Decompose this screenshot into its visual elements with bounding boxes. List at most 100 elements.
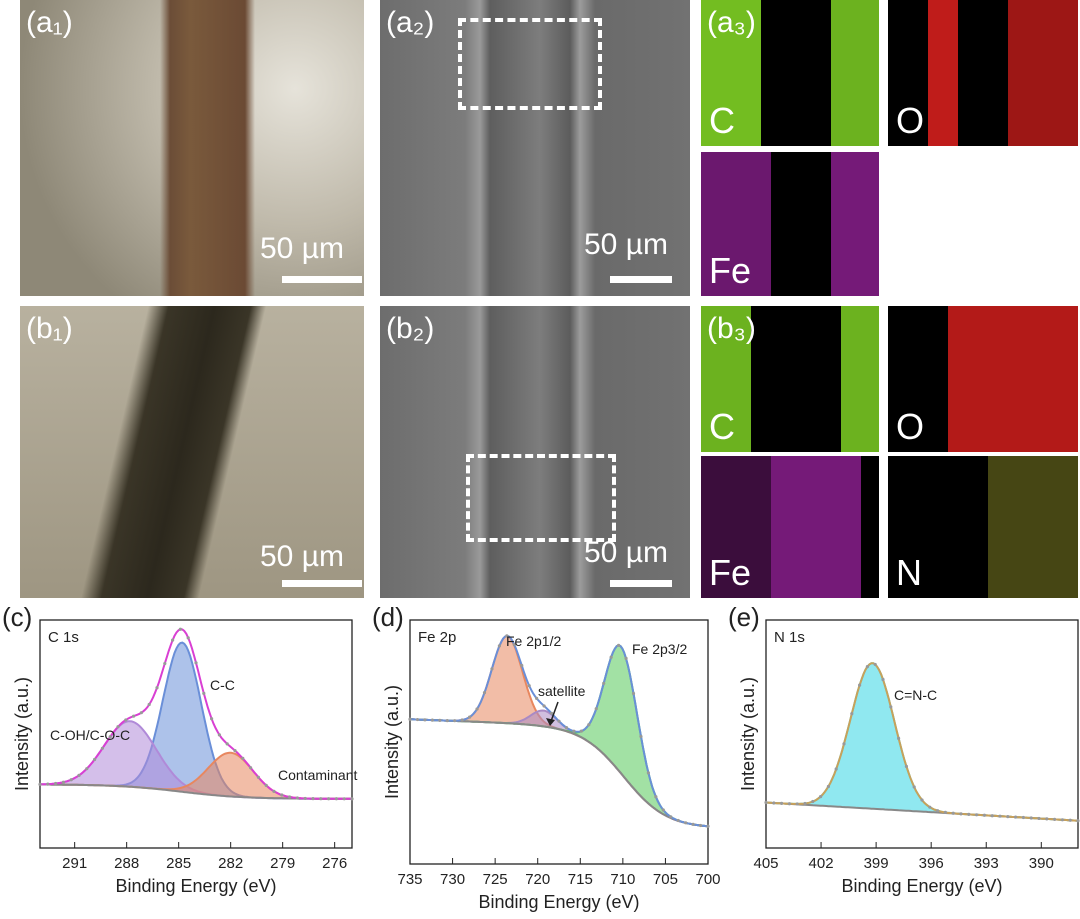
chart-1-title: Fe 2p — [418, 629, 456, 646]
panel-label-b3: (b₃) — [707, 312, 756, 345]
chart-1-tick-label-4: 715 — [568, 871, 593, 888]
eds-map-b3-fe-art — [701, 456, 861, 598]
scale-bar-b1 — [282, 580, 362, 587]
chart-0-data-point-36 — [319, 797, 323, 801]
chart-0-data-point-24 — [225, 742, 229, 746]
chart-2-data-point-34 — [1029, 816, 1033, 820]
chart-1-satellite-arrowhead — [546, 718, 555, 726]
chart-0-data-point-19 — [186, 636, 190, 640]
chart-1-data-point-11 — [490, 667, 494, 671]
chart-2-data-point-33 — [1021, 815, 1025, 820]
chart-0-data-point-8 — [100, 746, 104, 750]
chart-1-data-point-38 — [691, 822, 695, 826]
chart-1-tick-label-6: 705 — [653, 871, 678, 888]
chart-2-data-point-15 — [881, 677, 885, 682]
eds-map-a3-o-art — [928, 0, 1078, 146]
chart-2-xlabel: Binding Energy (eV) — [841, 876, 1002, 896]
chart-1-data-point-31 — [639, 734, 643, 739]
eds-map-a3-fe-art — [701, 152, 879, 296]
chart-2-data-point-6 — [811, 799, 815, 804]
chart-0-data-point-38 — [334, 797, 338, 801]
chart-1-data-point-28 — [617, 643, 621, 647]
chart-2-data-point-26 — [967, 812, 971, 816]
chart-1-envelope — [410, 634, 709, 828]
chart-2-data-point-14 — [873, 662, 877, 667]
chart-0-tick-label-3: 282 — [218, 855, 243, 872]
panel-label-a1: (a₁) — [26, 6, 73, 39]
eds-map-b3-c: (b₃) C — [701, 306, 879, 452]
chart-1-data-point-9 — [475, 707, 479, 711]
chart-0-data-point-34 — [303, 796, 307, 801]
eds-map-a3-c-art — [701, 0, 879, 146]
scale-text-b2: 50 µm — [584, 536, 668, 569]
chart-1-data-point-13 — [505, 634, 509, 638]
chart-1-tick-label-3: 720 — [525, 871, 550, 888]
chart-1-xlabel: Binding Energy (eV) — [478, 892, 639, 912]
chart-1-data-point-32 — [646, 771, 651, 775]
chart-2-data-point-37 — [1053, 817, 1057, 821]
chart-2-data-point-28 — [982, 813, 987, 817]
chart-1-data-point-20 — [557, 719, 561, 723]
chart-1-data-point-34 — [661, 808, 665, 812]
chart-1-peak-line-2 — [410, 644, 709, 828]
panel-label-b2: (b₂) — [386, 312, 435, 345]
chart-1-data-point-24 — [587, 723, 591, 727]
chart-1-data-point-4 — [438, 718, 442, 722]
scale-text-a1: 50 µm — [260, 232, 344, 265]
chart-1-data-point-8 — [468, 715, 472, 719]
chart-0-data-point-23 — [217, 733, 221, 737]
chart-1-data-point-7 — [460, 718, 464, 722]
chart-0-data-point-35 — [311, 797, 315, 801]
zoom-box-a2 — [458, 18, 602, 110]
chart-1-data-point-36 — [676, 818, 680, 823]
chart-0-data-point-37 — [327, 797, 331, 801]
chart-0-data-point-14 — [147, 702, 151, 707]
chart-2-data-point-4 — [795, 802, 799, 806]
chart-1-tick-label-7: 700 — [695, 871, 720, 888]
eds-map-a3-fe: Fe — [701, 152, 879, 296]
sem-image-a2: (a₂) 50 µm — [380, 0, 690, 296]
chart-2-peak-fill-0 — [766, 663, 1078, 821]
chart-0-peak-fill-1 — [40, 721, 352, 799]
chart-0-data-point-13 — [139, 711, 143, 715]
eds-map-b3-c-art — [701, 306, 879, 452]
chart-2-data-point-38 — [1060, 818, 1064, 822]
scale-bar-a2 — [610, 276, 672, 283]
chart-2-data-point-12 — [858, 683, 862, 687]
chart-1-peak-line-0 — [410, 635, 709, 828]
chart-0-peak-fill-2 — [40, 752, 352, 799]
chart-2-data-point-30 — [998, 814, 1002, 818]
chart-2-data-point-2 — [780, 801, 784, 806]
chart-1-data-point-2 — [423, 718, 427, 722]
chart-0-data-point-40 — [350, 797, 354, 801]
chart-1-data-point-39 — [698, 823, 703, 828]
chart-1-panel-label: (d) — [372, 602, 404, 632]
chart-2-data-point-11 — [850, 712, 854, 716]
sem-image-b2: (b₂) 50 µm — [380, 306, 690, 598]
eds-map-b3-n: N — [888, 456, 1078, 598]
chart-0-data-point-15 — [155, 686, 159, 690]
element-label-b3-o: O — [896, 406, 925, 447]
chart-2-data-point-24 — [951, 811, 955, 815]
chart-2-title: N 1s — [774, 629, 805, 646]
chart-0-data-point-21 — [202, 691, 206, 695]
chart-2-data-point-16 — [889, 705, 893, 709]
element-label-a3-fe: Fe — [709, 250, 752, 291]
chart-0-annotation-0: C-C — [210, 677, 235, 693]
scale-text-a2: 50 µm — [584, 228, 668, 261]
chart-2-data-point-13 — [865, 665, 870, 669]
scale-text-b1: 50 µm — [260, 540, 344, 573]
chart-0-data-point-22 — [210, 717, 214, 721]
chart-1-data-point-23 — [579, 729, 583, 733]
chart-2-tick-label-0: 405 — [753, 855, 778, 872]
chart-2-tick-label-1: 402 — [809, 855, 834, 872]
chart-1-annotation-2: Fe 2p3/2 — [632, 641, 687, 657]
chart-1-tick-label-0: 735 — [397, 871, 422, 888]
eds-map-b3-o-art — [948, 306, 1078, 452]
chart-0-data-point-11 — [124, 718, 128, 722]
element-label-b3-c: C — [709, 406, 735, 447]
chart-1-data-point-0 — [408, 717, 412, 721]
element-label-a3-o: O — [896, 100, 925, 141]
chart-2-data-point-21 — [928, 805, 932, 809]
chart-0-frame — [39, 619, 353, 849]
